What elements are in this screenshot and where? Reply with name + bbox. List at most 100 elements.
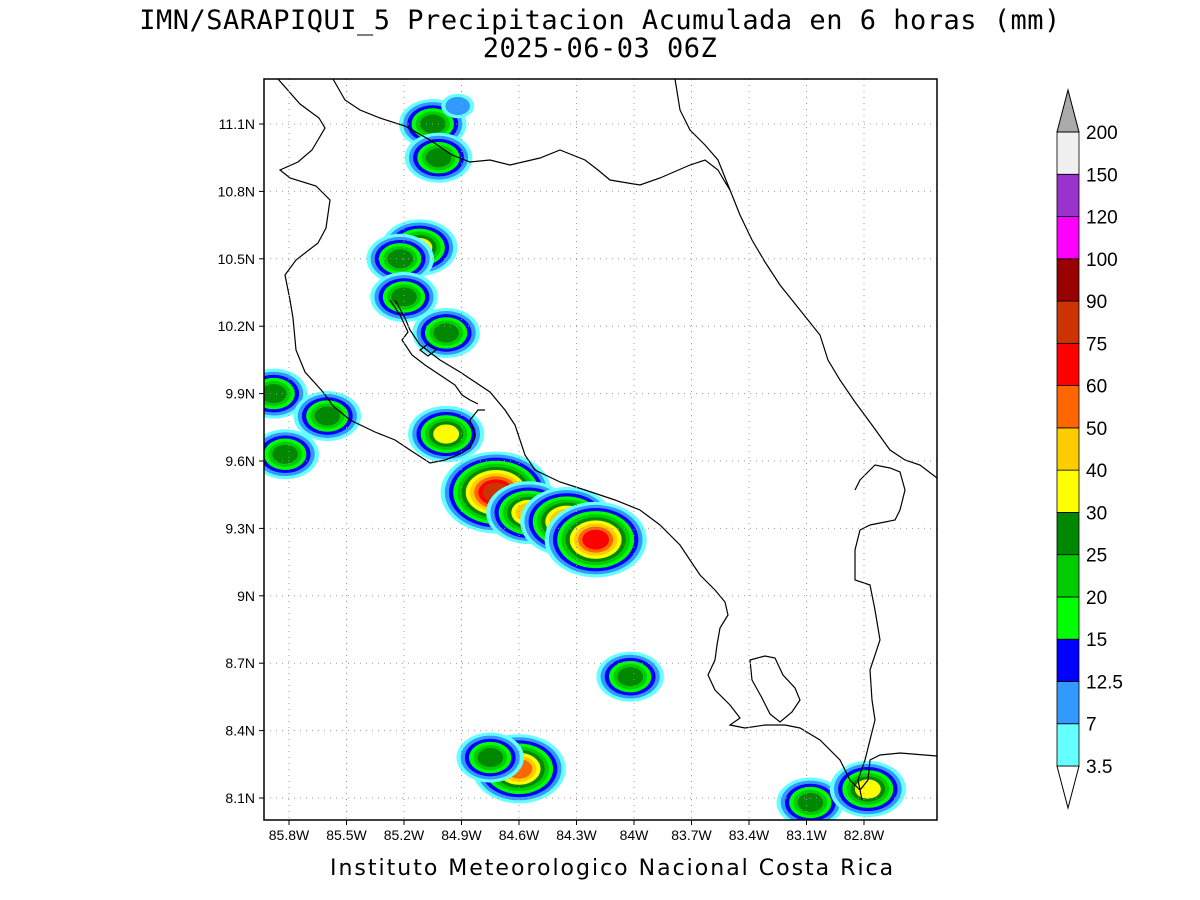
- longitude-tick-labels: 85.8W 85.5W 85.2W 84.9W 84.6W 84.3W 84W 83.7W 83…: [269, 820, 885, 843]
- colorbar-label: 75: [1086, 334, 1107, 355]
- plot-frame: [263, 78, 938, 821]
- latitude-tick-labels: 11.1N 10.8N 10.5N 10.2N 9.9N 9.6N 9.3N 9N 8.7N 8.…: [218, 116, 264, 806]
- precip-cell: [544, 501, 647, 578]
- colorbar-label: 150: [1086, 165, 1118, 186]
- colorbar-label: 100: [1086, 250, 1118, 271]
- precip-cell: [596, 651, 664, 702]
- colorbar-swatch: [1056, 300, 1080, 344]
- precip-cell: [264, 429, 319, 480]
- precip-cell: [412, 307, 480, 358]
- precip-contour: [314, 406, 341, 426]
- precip-contour: [272, 444, 298, 464]
- lon-tick-label: 84.6W: [499, 827, 540, 843]
- osa-peninsula: [749, 655, 801, 723]
- precip-contour: [797, 792, 824, 812]
- precip-contour: [391, 287, 417, 307]
- colorbar-swatch: [1056, 638, 1080, 682]
- colorbar-swatch: [1056, 216, 1080, 260]
- coastline-borders: [277, 79, 937, 801]
- colorbar-label: 15: [1086, 630, 1107, 651]
- lat-tick-label: 8.7N: [225, 655, 255, 671]
- precip-cell: [829, 760, 906, 818]
- nicaragua-coast: [277, 79, 485, 464]
- precipitation-field: [264, 93, 906, 820]
- colorbar-swatch: [1056, 681, 1080, 725]
- lat-tick-label: 9N: [237, 588, 255, 604]
- panama-border: [854, 464, 906, 801]
- caribbean-coast: [674, 79, 937, 479]
- lon-tick-label: 83.7W: [671, 827, 712, 843]
- precip-contour: [477, 748, 504, 768]
- colorbar-swatch: [1056, 131, 1080, 175]
- golfo-dulce-coast: [784, 724, 937, 791]
- footer-credit: Instituto Meteorologico Nacional Costa R…: [330, 856, 896, 881]
- colorbar-max-arrow: [1056, 88, 1080, 133]
- lon-tick-label: 83.1W: [786, 827, 827, 843]
- graticule: [264, 79, 937, 820]
- nicoya-gulf-line: [389, 299, 479, 405]
- lat-tick-label: 9.6N: [225, 453, 255, 469]
- colorbar-label: 50: [1086, 419, 1107, 440]
- island-chira: [419, 343, 437, 357]
- precip-contour: [433, 424, 460, 444]
- precip-cell: [456, 732, 524, 783]
- colorbar-label: 25: [1086, 546, 1107, 567]
- lon-tick-label: 83.4W: [729, 827, 770, 843]
- precip-contour: [433, 323, 459, 343]
- colorbar-label: 200: [1086, 123, 1118, 144]
- colorbar-label: 7: [1086, 715, 1097, 736]
- map-subtitle-datetime: 2025-06-03 06Z: [482, 33, 718, 64]
- colorbar-swatch: [1056, 469, 1080, 513]
- colorbar-swatch: [1056, 342, 1080, 387]
- colorbar-swatch: [1056, 596, 1080, 640]
- lon-tick-label: 82.8W: [844, 827, 885, 843]
- pacific-coast-central: [394, 299, 785, 729]
- lat-tick-label: 10.8N: [218, 183, 255, 199]
- colorbar-label: 120: [1086, 208, 1118, 229]
- precip-cell: [441, 93, 475, 119]
- precip-cell: [366, 233, 434, 284]
- colorbar-swatch: [1056, 512, 1080, 556]
- precip-cell: [264, 368, 308, 419]
- colorbar-swatch: [1056, 258, 1080, 302]
- colorbar-label: 30: [1086, 503, 1107, 524]
- lon-tick-label: 85.2W: [384, 827, 425, 843]
- colorbar-swatch: [1056, 554, 1080, 598]
- colorbar-swatch: [1056, 173, 1080, 217]
- colorbar-label: 20: [1086, 588, 1107, 609]
- lat-tick-label: 8.4N: [225, 723, 255, 739]
- precip-cell: [293, 391, 362, 442]
- lat-tick-label: 8.1N: [225, 790, 255, 806]
- lon-tick-label: 85.5W: [326, 827, 367, 843]
- precip-cell: [408, 405, 485, 463]
- precip-contour: [582, 529, 610, 550]
- precip-contour: [264, 384, 287, 404]
- lon-tick-label: 84.9W: [441, 827, 482, 843]
- lat-tick-label: 9.9N: [225, 386, 255, 402]
- lon-tick-label: 85.8W: [269, 827, 310, 843]
- colorbar-label: 90: [1086, 292, 1107, 313]
- lon-tick-label: 84W: [620, 827, 650, 843]
- lat-tick-label: 9.3N: [225, 520, 255, 536]
- colorbar-label: 3.5: [1086, 757, 1112, 778]
- colorbar-min-arrow: [1056, 765, 1080, 810]
- colorbar-legend: 3.5 7 12.5 15 20 25 30 40 50 60 75 90 100 120 150 200: [1056, 88, 1123, 810]
- lat-tick-label: 11.1N: [219, 116, 255, 132]
- colorbar-swatch: [1056, 723, 1080, 767]
- map-title: IMN/SARAPIQUI_5 Precipitacion Acumulada …: [139, 5, 1061, 36]
- lat-tick-label: 10.5N: [218, 251, 255, 267]
- lat-tick-label: 10.2N: [218, 318, 255, 334]
- precip-contour: [445, 96, 470, 116]
- lon-tick-label: 84.3W: [556, 827, 597, 843]
- precip-cell: [776, 777, 845, 820]
- colorbar-label: 60: [1086, 377, 1107, 398]
- nicaragua-border: [332, 79, 731, 191]
- precip-contour: [617, 667, 643, 687]
- colorbar-label: 40: [1086, 461, 1107, 482]
- precip-contour: [387, 249, 413, 269]
- colorbar-label: 12.5: [1086, 672, 1123, 693]
- precip-contour: [425, 148, 452, 168]
- colorbar-swatch: [1056, 385, 1080, 429]
- precip-cell: [404, 132, 473, 183]
